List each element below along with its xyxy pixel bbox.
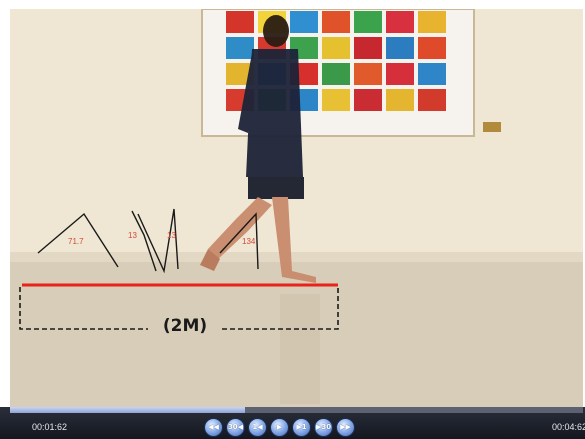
play-button[interactable]: ▶	[270, 417, 289, 437]
video-frame: 71.7 13 13 134 (2M)	[10, 9, 583, 407]
forward-end-button[interactable]: ▶▶	[336, 417, 355, 437]
angle-label-4: 134	[242, 237, 256, 246]
back-1-button[interactable]: 1◀	[248, 417, 267, 437]
player-controls: 00:01:62 ◀◀ 30◀ 1◀ ▶ ▶1 ▶30 ▶▶ 00:04:62	[0, 407, 585, 439]
seek-bar-progress	[10, 407, 245, 413]
angle-label-3: 13	[167, 231, 176, 240]
angle-mark-2	[131, 210, 157, 272]
angle-mark-4	[219, 212, 259, 270]
dashed-box-left	[19, 287, 148, 330]
reflection	[280, 294, 320, 404]
baseboard	[10, 252, 583, 262]
distance-label: (2M)	[162, 316, 208, 336]
transport-buttons: ◀◀ 30◀ 1◀ ▶ ▶1 ▶30 ▶▶	[204, 417, 355, 437]
wall-plaque	[483, 122, 501, 132]
dashed-box-right	[222, 287, 339, 330]
angle-label-1: 71.7	[68, 237, 84, 246]
forward-1-button[interactable]: ▶1	[292, 417, 311, 437]
back-30-button[interactable]: 30◀	[226, 417, 245, 437]
angle-mark-1	[37, 212, 119, 268]
forward-30-button[interactable]: ▶30	[314, 417, 333, 437]
video-scene	[10, 9, 583, 407]
total-time: 00:04:62	[552, 422, 585, 432]
seek-bar[interactable]	[10, 407, 583, 413]
current-time: 00:01:62	[32, 422, 68, 432]
rewind-start-button[interactable]: ◀◀	[204, 417, 223, 437]
angle-mark-3	[137, 208, 179, 274]
angle-label-2: 13	[128, 231, 137, 240]
gait-angle-annotations	[37, 208, 259, 274]
